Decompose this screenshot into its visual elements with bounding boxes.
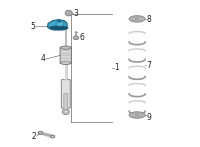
Ellipse shape — [62, 109, 69, 115]
Ellipse shape — [132, 17, 142, 21]
Ellipse shape — [67, 11, 71, 15]
Ellipse shape — [135, 18, 139, 20]
Ellipse shape — [65, 10, 72, 16]
Text: 8: 8 — [147, 15, 151, 24]
Ellipse shape — [56, 21, 64, 27]
Ellipse shape — [58, 20, 61, 22]
Text: 7: 7 — [147, 61, 151, 70]
Ellipse shape — [73, 36, 79, 40]
Ellipse shape — [129, 112, 145, 118]
FancyBboxPatch shape — [60, 47, 71, 63]
Ellipse shape — [132, 113, 142, 117]
FancyBboxPatch shape — [64, 94, 68, 110]
FancyBboxPatch shape — [61, 80, 70, 108]
Ellipse shape — [68, 12, 70, 14]
Polygon shape — [48, 20, 67, 30]
Text: 3: 3 — [73, 9, 78, 18]
Text: 5: 5 — [30, 22, 35, 31]
Text: 1: 1 — [115, 63, 119, 72]
Ellipse shape — [64, 111, 67, 113]
Ellipse shape — [61, 46, 71, 49]
Ellipse shape — [75, 37, 77, 39]
Ellipse shape — [49, 26, 68, 30]
Text: 6: 6 — [80, 33, 84, 42]
Text: 9: 9 — [147, 113, 151, 122]
Ellipse shape — [135, 114, 139, 116]
Text: 2: 2 — [31, 132, 36, 141]
Ellipse shape — [50, 135, 55, 138]
Ellipse shape — [129, 16, 145, 22]
Text: 4: 4 — [41, 54, 45, 64]
Ellipse shape — [38, 131, 43, 134]
Ellipse shape — [61, 61, 71, 65]
